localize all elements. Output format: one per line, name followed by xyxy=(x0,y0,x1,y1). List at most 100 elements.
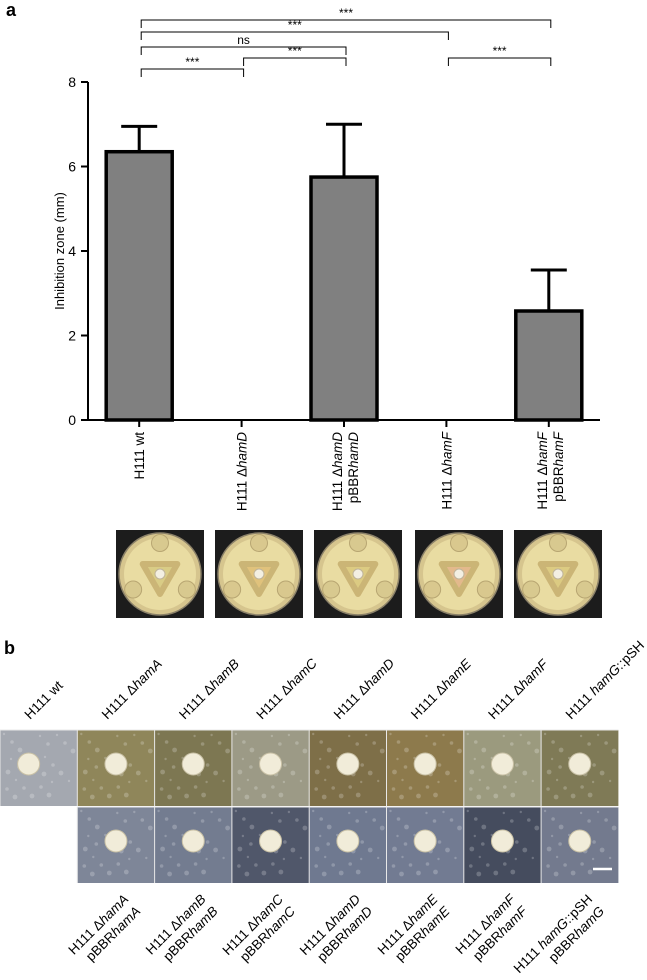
speckle xyxy=(217,818,222,822)
speckle xyxy=(283,763,287,767)
speckle xyxy=(70,748,76,754)
speckle xyxy=(270,734,274,738)
speckle xyxy=(299,856,303,860)
speckle xyxy=(302,748,308,754)
y-tick-label: 8 xyxy=(68,74,76,90)
speckle xyxy=(167,794,173,800)
speckle xyxy=(457,748,462,754)
speckle xyxy=(466,809,469,813)
speckle xyxy=(46,742,50,746)
speckle xyxy=(241,834,245,838)
center-colony xyxy=(453,568,465,580)
speckle xyxy=(241,757,245,761)
speckle xyxy=(271,862,275,866)
speckle xyxy=(372,741,377,745)
speckle xyxy=(184,870,190,876)
speckle xyxy=(50,780,54,784)
speckle xyxy=(147,748,153,754)
bar-chart: 0 2 4 6 8 Inhibition zone (mm) H111 wt H111 Δha… xyxy=(52,6,600,511)
speckle xyxy=(39,785,43,789)
speckle xyxy=(404,747,409,753)
indicator-colony xyxy=(250,534,268,552)
speckle xyxy=(159,787,164,791)
speckle xyxy=(558,747,564,753)
speckle xyxy=(331,786,336,790)
speckle xyxy=(608,856,612,860)
speckle xyxy=(599,847,605,853)
x-tick-label-plasmid: pBBRhamD xyxy=(346,432,361,504)
speckle xyxy=(514,857,517,861)
speckle xyxy=(355,742,360,746)
speckle xyxy=(145,779,148,783)
indicator-colony xyxy=(522,580,541,599)
speckle xyxy=(106,793,112,799)
speckle xyxy=(503,862,507,866)
culture-tile xyxy=(231,729,310,806)
speckle xyxy=(563,863,567,867)
speckle xyxy=(29,793,35,799)
speckle xyxy=(94,747,100,753)
speckle xyxy=(445,847,450,853)
speckle xyxy=(502,811,505,815)
speckle xyxy=(474,740,478,744)
speckle xyxy=(570,870,576,876)
speckle xyxy=(205,840,210,844)
speckle xyxy=(116,785,121,789)
speckle xyxy=(123,742,128,746)
significance-label: *** xyxy=(339,6,353,20)
speckle xyxy=(493,793,499,799)
top-strain-label: H111 ΔhamE xyxy=(408,655,475,722)
speckle xyxy=(360,780,363,784)
speckle xyxy=(123,792,129,798)
speckle xyxy=(469,864,473,868)
x-tick-label: H111 ΔhamD xyxy=(330,432,345,511)
top-strain-label: H111 wt xyxy=(22,678,66,722)
speckle xyxy=(319,834,322,838)
speckle xyxy=(193,862,198,866)
speckle xyxy=(401,855,404,859)
speckle xyxy=(249,824,255,830)
speckle xyxy=(171,765,176,769)
speckle xyxy=(213,770,219,776)
speckle xyxy=(176,786,181,790)
colony xyxy=(568,829,592,853)
speckle xyxy=(478,855,481,859)
speckle xyxy=(278,819,282,823)
speckle xyxy=(348,862,353,866)
speckle xyxy=(437,780,440,784)
speckle xyxy=(237,787,241,791)
culture-tile xyxy=(308,729,387,806)
top-strain-label: H111 ΔhamC xyxy=(253,655,320,722)
speckle xyxy=(326,747,332,753)
speckle xyxy=(217,741,222,745)
speckle xyxy=(473,834,476,838)
x-tick-label: H111 ΔhamF xyxy=(439,431,454,509)
indicator-colony xyxy=(322,580,341,599)
speckle xyxy=(558,824,564,830)
panel-b-label: b xyxy=(4,638,15,658)
speckle xyxy=(222,779,225,783)
speckle xyxy=(355,819,360,823)
speckle xyxy=(290,770,296,776)
speckle xyxy=(58,770,64,776)
speckle xyxy=(51,763,55,767)
speckle xyxy=(365,733,368,737)
indicator-colony xyxy=(549,534,567,552)
colony xyxy=(336,829,360,853)
speckle xyxy=(425,862,430,866)
speckle xyxy=(128,857,131,861)
speckle xyxy=(515,840,519,844)
plate-row xyxy=(116,530,602,618)
x-tick-label: H111 ΔhamF xyxy=(535,431,550,509)
speckle xyxy=(99,863,104,867)
speckle xyxy=(321,794,327,800)
speckle xyxy=(399,794,404,800)
significance-bracket xyxy=(140,31,449,40)
indicator-colony xyxy=(349,534,367,552)
plate-photo xyxy=(314,530,402,618)
speckle xyxy=(10,740,14,744)
speckle xyxy=(449,741,454,745)
speckle xyxy=(169,778,172,782)
speckle xyxy=(254,786,258,790)
